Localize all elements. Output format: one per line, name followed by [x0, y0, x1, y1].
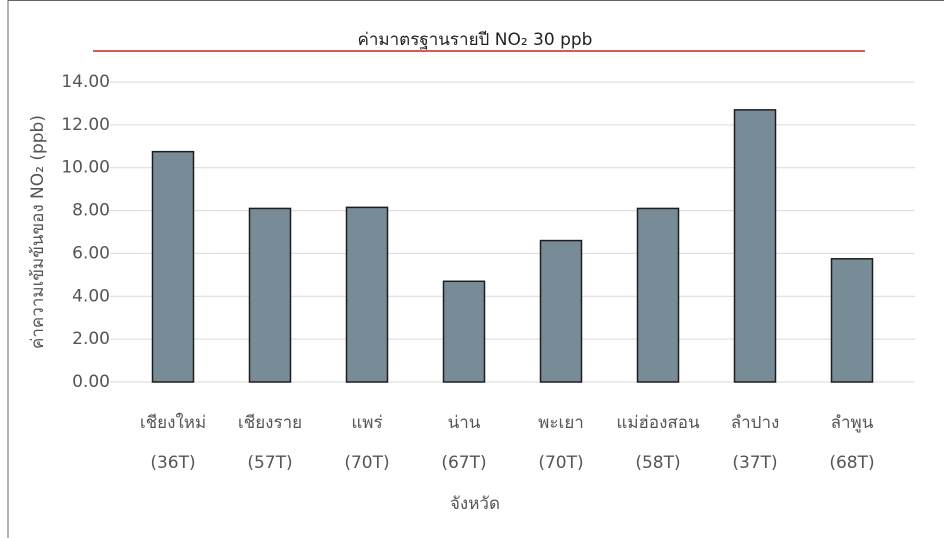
x-axis-label: จังหวัด: [450, 494, 500, 514]
bar: [733, 109, 777, 383]
x-tick-label: แม่ฮ่องสอน (58T): [616, 413, 700, 473]
x-tick-label-line: แม่ฮ่องสอน: [616, 413, 700, 433]
bar: [636, 207, 680, 383]
x-tick-label-line: น่าน: [448, 413, 481, 433]
x-tick-label-line: ลำปาง: [731, 413, 780, 433]
x-tick-label-line: (57T): [247, 453, 292, 473]
x-tick-label: เชียงราย (57T): [238, 413, 302, 473]
chart-title: ค่ามาตรฐานรายปี NO₂ 30 ppb: [358, 30, 593, 50]
x-tick-label: แพร่ (70T): [344, 413, 389, 473]
x-tick-label-line: เชียงราย: [238, 413, 302, 433]
y-axis-label: ค่าความเข้มข้นของ NO₂ (ppb): [28, 115, 48, 349]
x-tick-label-line: เชียงใหม่: [140, 412, 206, 433]
y-tick-label: 4.00: [72, 286, 110, 306]
x-tick-label: น่าน (67T): [441, 413, 486, 473]
x-tick-label-line: (37T): [732, 453, 777, 473]
bar: [345, 206, 389, 383]
bar: [248, 207, 292, 383]
bar: [151, 150, 195, 383]
bar: [539, 239, 583, 383]
x-tick-label: พะเยา (70T): [538, 413, 584, 473]
bar: [830, 258, 874, 383]
x-tick-label-line: พะเยา: [538, 413, 584, 433]
x-tick-label-line: (68T): [829, 453, 874, 473]
y-tick-label: 12.00: [61, 115, 110, 135]
x-tick-label-line: แพร่: [351, 413, 382, 433]
bar: [442, 280, 486, 383]
x-tick-label-line: (70T): [538, 453, 583, 473]
x-tick-label-line: (70T): [344, 453, 389, 473]
y-tick-label: 2.00: [72, 329, 110, 349]
x-tick-label: ลำปาง (37T): [731, 413, 780, 473]
y-tick-label: 8.00: [72, 201, 110, 221]
x-tick-label: ลำพูน (68T): [829, 413, 874, 473]
x-tick-label-line: (36T): [150, 453, 195, 473]
x-tick-label-line: (67T): [441, 453, 486, 473]
x-tick-label-line: ลำพูน: [831, 413, 874, 433]
y-tick-label: 14.00: [61, 72, 110, 92]
x-tick-label: เชียงใหม่ (36T): [140, 412, 206, 473]
y-tick-label: 10.00: [61, 158, 110, 178]
y-tick-label: 6.00: [72, 243, 110, 263]
y-tick-label: 0.00: [72, 372, 110, 392]
x-tick-label-line: (58T): [635, 453, 680, 473]
